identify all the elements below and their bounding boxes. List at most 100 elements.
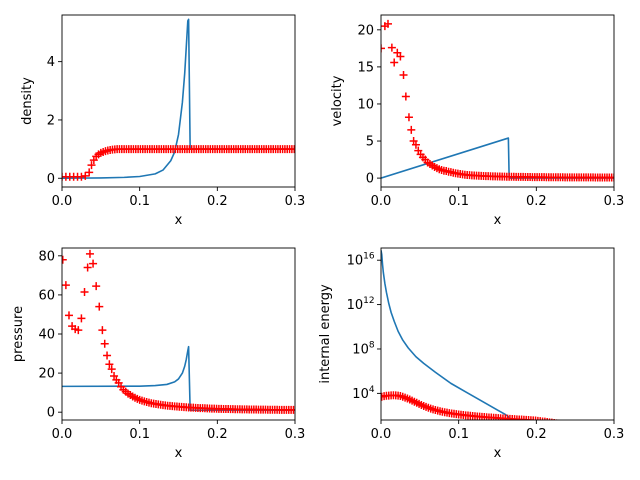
- y-tick-label: 0: [366, 172, 374, 187]
- y-tick-label: 1016: [347, 252, 375, 269]
- x-tick-label: 0.0: [52, 194, 73, 209]
- data-point: [585, 425, 593, 433]
- y-tick-label: 40: [38, 328, 55, 343]
- data-point: [83, 263, 92, 272]
- data-point: [64, 311, 73, 320]
- x-axis-label: x: [175, 213, 183, 228]
- x-tick-label: 0.1: [129, 194, 150, 209]
- data-point: [592, 426, 600, 434]
- x-tick-label: 0.0: [52, 427, 73, 442]
- subplot-1: 0.0 0.1 0.2 0.3 0 2 4 x density: [20, 14, 306, 228]
- data-point: [103, 351, 112, 360]
- axes-frame: [61, 14, 296, 188]
- x-tick-label: 0.3: [285, 194, 306, 209]
- x-tick-label: 0.1: [448, 427, 469, 442]
- plot-area: [62, 249, 295, 414]
- y-tick-label: 5: [366, 135, 374, 150]
- plot-area: [62, 18, 295, 181]
- data-point: [560, 419, 562, 420]
- axes-frame: [61, 247, 296, 421]
- y-axis-label: density: [20, 77, 35, 125]
- data-point: [524, 416, 533, 420]
- data-point: [562, 421, 570, 429]
- y-tick-label: 60: [38, 288, 55, 303]
- data-point: [89, 259, 98, 268]
- data-point: [105, 360, 114, 369]
- data-point: [77, 314, 86, 323]
- data-point: [62, 281, 70, 290]
- series-line: [62, 345, 295, 412]
- data-point: [81, 171, 90, 180]
- x-tick-label: 0.3: [604, 194, 625, 209]
- data-point: [100, 339, 109, 348]
- data-point: [529, 416, 538, 420]
- x-axis-label: x: [175, 446, 183, 461]
- y-tick-label: 10: [357, 97, 374, 112]
- x-tick-label: 0.3: [285, 427, 306, 442]
- x-axis-label: x: [494, 213, 502, 228]
- data-point: [401, 92, 410, 101]
- data-point: [396, 52, 405, 61]
- data-point: [555, 419, 558, 420]
- y-tick-label: 0: [47, 406, 55, 421]
- data-point: [544, 417, 546, 420]
- x-tick-label: 0.2: [526, 427, 547, 442]
- data-point: [107, 365, 116, 374]
- y-tick-label: 20: [357, 23, 374, 38]
- subplot-4: 0.0 0.1 0.2 0.3 104 108 1012 1016 x internal ener…: [318, 247, 625, 461]
- data-point: [610, 173, 614, 182]
- marker-series: [381, 391, 602, 435]
- y-tick-label: 15: [357, 60, 374, 75]
- data-point: [571, 422, 579, 430]
- data-point: [558, 419, 560, 420]
- x-tick-label: 0.2: [526, 194, 547, 209]
- axes-frame: [380, 14, 615, 188]
- data-point: [85, 249, 94, 258]
- data-point: [564, 421, 572, 429]
- axes-frame: [380, 247, 615, 421]
- data-point: [407, 125, 416, 134]
- data-point: [289, 405, 295, 414]
- y-axis-label: velocity: [330, 75, 345, 126]
- y-tick-label: 108: [352, 340, 375, 357]
- data-point: [290, 145, 295, 154]
- data-point: [87, 161, 96, 170]
- x-tick-label: 0.0: [371, 427, 392, 442]
- plot-area: [381, 19, 614, 182]
- y-tick-label: 80: [38, 249, 55, 264]
- data-point: [399, 71, 408, 80]
- x-tick-label: 0.3: [604, 427, 625, 442]
- data-point: [74, 326, 83, 335]
- y-tick-label: 20: [38, 367, 55, 382]
- y-tick-label: 2: [47, 113, 55, 128]
- data-point: [95, 302, 104, 311]
- data-point: [62, 255, 67, 264]
- subplot-2: 0.0 0.1 0.2 0.3 0 5 10 15 20 x velocity: [330, 14, 625, 228]
- x-tick-label: 0.2: [207, 194, 228, 209]
- marker-series: [62, 249, 295, 414]
- data-point: [387, 43, 396, 52]
- data-point: [594, 427, 602, 435]
- data-point: [539, 417, 541, 420]
- data-point: [560, 420, 568, 428]
- data-point: [404, 113, 413, 122]
- series-line: [381, 250, 510, 420]
- x-tick-label: 0.0: [371, 194, 392, 209]
- subplot-3: 0.0 0.1 0.2 0.3 0 20 40 60 80 x pressure: [11, 247, 306, 461]
- data-point: [383, 19, 392, 28]
- data-point: [390, 58, 399, 67]
- marker-series: [62, 145, 295, 181]
- data-point: [587, 426, 595, 434]
- y-axis-label: pressure: [11, 306, 26, 362]
- data-point: [77, 172, 86, 181]
- data-point: [569, 422, 577, 430]
- data-point: [583, 425, 591, 433]
- y-tick-label: 1012: [347, 296, 375, 313]
- data-point: [531, 416, 540, 420]
- y-tick-label: 4: [47, 55, 55, 70]
- data-point: [567, 422, 575, 430]
- data-point: [573, 423, 581, 431]
- x-tick-label: 0.2: [207, 427, 228, 442]
- x-axis-label: x: [494, 446, 502, 461]
